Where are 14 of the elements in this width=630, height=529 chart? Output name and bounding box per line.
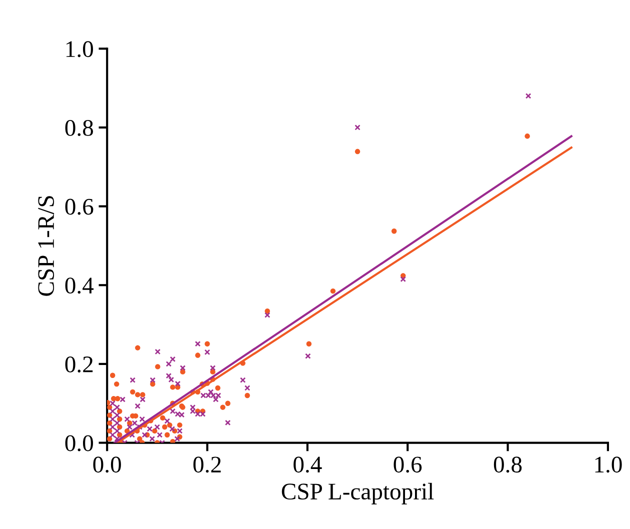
y-tick-label: 0.6 (65, 198, 94, 215)
y-axis-title: CSP 1-R/S (38, 196, 54, 296)
y-tick-label: 0.2 (65, 356, 93, 372)
x-tick-label: 0.0 (93, 456, 121, 473)
x-tick-label: 0.6 (394, 456, 422, 473)
y-tick-label: 1.0 (66, 41, 94, 58)
x-tick-label: 0.2 (193, 456, 221, 473)
y-tick-label: 0.8 (65, 120, 94, 136)
x-tick-label: 1.0 (595, 456, 622, 473)
x-axis-title: CSP L-captopril (282, 482, 434, 504)
y-tick-label: 0.0 (65, 435, 94, 452)
x-tick-label: 0.4 (294, 456, 322, 473)
y-tick-label: 0.4 (65, 278, 94, 294)
x-tick-label: 0.8 (494, 456, 522, 473)
